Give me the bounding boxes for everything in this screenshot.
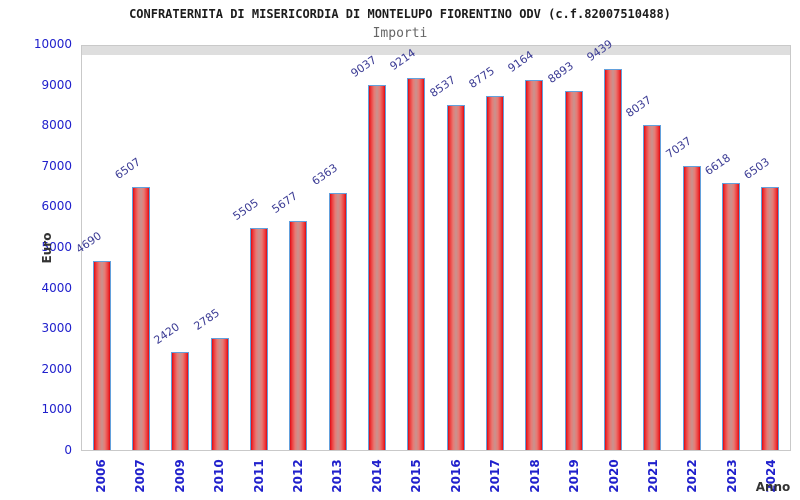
bar-2007 [131, 187, 150, 450]
y-tick-label: 0 [64, 443, 72, 457]
grid-band [82, 51, 790, 52]
y-tick-label: 6000 [41, 199, 72, 214]
bar-2011 [249, 227, 268, 450]
x-tick-label-2023: 2023 [724, 459, 739, 493]
bar-slot: 8537 [427, 46, 475, 450]
bar-2017 [485, 95, 504, 450]
bar-2024 [761, 187, 780, 450]
x-tick-label-2016: 2016 [448, 459, 463, 493]
x-tick-label-2010: 2010 [212, 459, 227, 493]
x-tick-label-2007: 2007 [133, 459, 148, 493]
y-tick-label: 4000 [41, 280, 72, 295]
bar-slot: 8037 [624, 46, 672, 450]
bar-slot: 9164 [506, 46, 554, 450]
grid-band [82, 54, 790, 55]
bar-value-label: 4690 [73, 228, 104, 256]
y-tick-label: 9000 [41, 77, 72, 92]
x-axis-label: Anno [755, 480, 791, 494]
grid-band [82, 49, 790, 50]
bar-slot: 6618 [702, 46, 750, 450]
bar-2012 [289, 220, 308, 450]
bar-slot: 2785 [191, 46, 239, 450]
bar-slot: 4690 [73, 46, 121, 450]
grid-bands [82, 46, 790, 55]
grid-band [82, 50, 790, 51]
x-tick-label-2006: 2006 [93, 459, 108, 493]
x-tick-label-2015: 2015 [409, 459, 424, 493]
bar-slot: 9439 [584, 37, 632, 450]
x-tick-label-2019: 2019 [567, 459, 582, 493]
bar-2014 [367, 84, 386, 450]
bar-2023 [721, 182, 740, 450]
y-tick-label: 3000 [41, 321, 72, 336]
bar-2019 [564, 90, 583, 450]
bar-2010 [210, 337, 229, 450]
x-tick-label-2021: 2021 [645, 459, 660, 493]
grid-band [82, 47, 790, 48]
bar-slot: 5677 [270, 46, 318, 450]
bar-2020 [603, 68, 622, 450]
bar-2021 [643, 125, 662, 450]
grid-band [82, 48, 790, 49]
chart-title: CONFRATERNITA DI MISERICORDIA DI MONTELU… [129, 7, 671, 21]
bar-slot: 8893 [545, 46, 593, 450]
bar-slot: 2420 [152, 46, 200, 450]
y-tick-label: 10000 [33, 37, 72, 51]
bar-slot: 9037 [348, 46, 396, 450]
bar-2016 [446, 105, 465, 450]
bar-slot: 8775 [466, 46, 514, 450]
x-tick-label-2014: 2014 [369, 459, 384, 493]
bar-2006 [92, 260, 111, 450]
y-tick-label: 5000 [41, 240, 72, 254]
x-tick-label-2009: 2009 [172, 459, 187, 493]
y-tick-label: 2000 [41, 361, 72, 376]
chart-subtitle: Importi [372, 26, 428, 41]
x-tick-label-2017: 2017 [488, 459, 503, 493]
bar-slot: 6503 [742, 46, 790, 450]
y-tick-label: 7000 [41, 158, 72, 173]
bar-slot: 6363 [309, 46, 357, 450]
x-tick-label-2013: 2013 [330, 459, 345, 493]
grid-band [82, 52, 790, 53]
y-tick-label: 1000 [41, 402, 72, 417]
bar-2018 [525, 79, 544, 450]
grid-band [82, 46, 790, 47]
x-tick-label-2020: 2020 [606, 459, 621, 493]
bar-slot: 5505 [231, 46, 278, 450]
bar-2009 [171, 352, 190, 450]
bar-slot: 7037 [663, 46, 711, 450]
x-tick-label-2011: 2011 [251, 459, 266, 493]
bar-2022 [682, 165, 701, 450]
bar-2013 [328, 192, 347, 450]
grid-band [82, 53, 790, 54]
plot-area: 4690 6507 2420 2785 5505 5677 6363 9037 9214 8537… [73, 37, 791, 451]
y-tick-label: 8000 [41, 118, 72, 133]
bar-slot: 6507 [113, 46, 160, 450]
bar-slot: 9214 [388, 46, 436, 450]
bar-2015 [407, 77, 426, 450]
y-axis-label: Euro [40, 232, 54, 264]
x-tick-label-2022: 2022 [685, 459, 700, 493]
x-tick-label-2018: 2018 [527, 459, 542, 493]
bars-layer: 4690 6507 2420 2785 5505 5677 6363 9037 9214 8537… [73, 37, 790, 450]
x-tick-label-2012: 2012 [290, 459, 305, 493]
